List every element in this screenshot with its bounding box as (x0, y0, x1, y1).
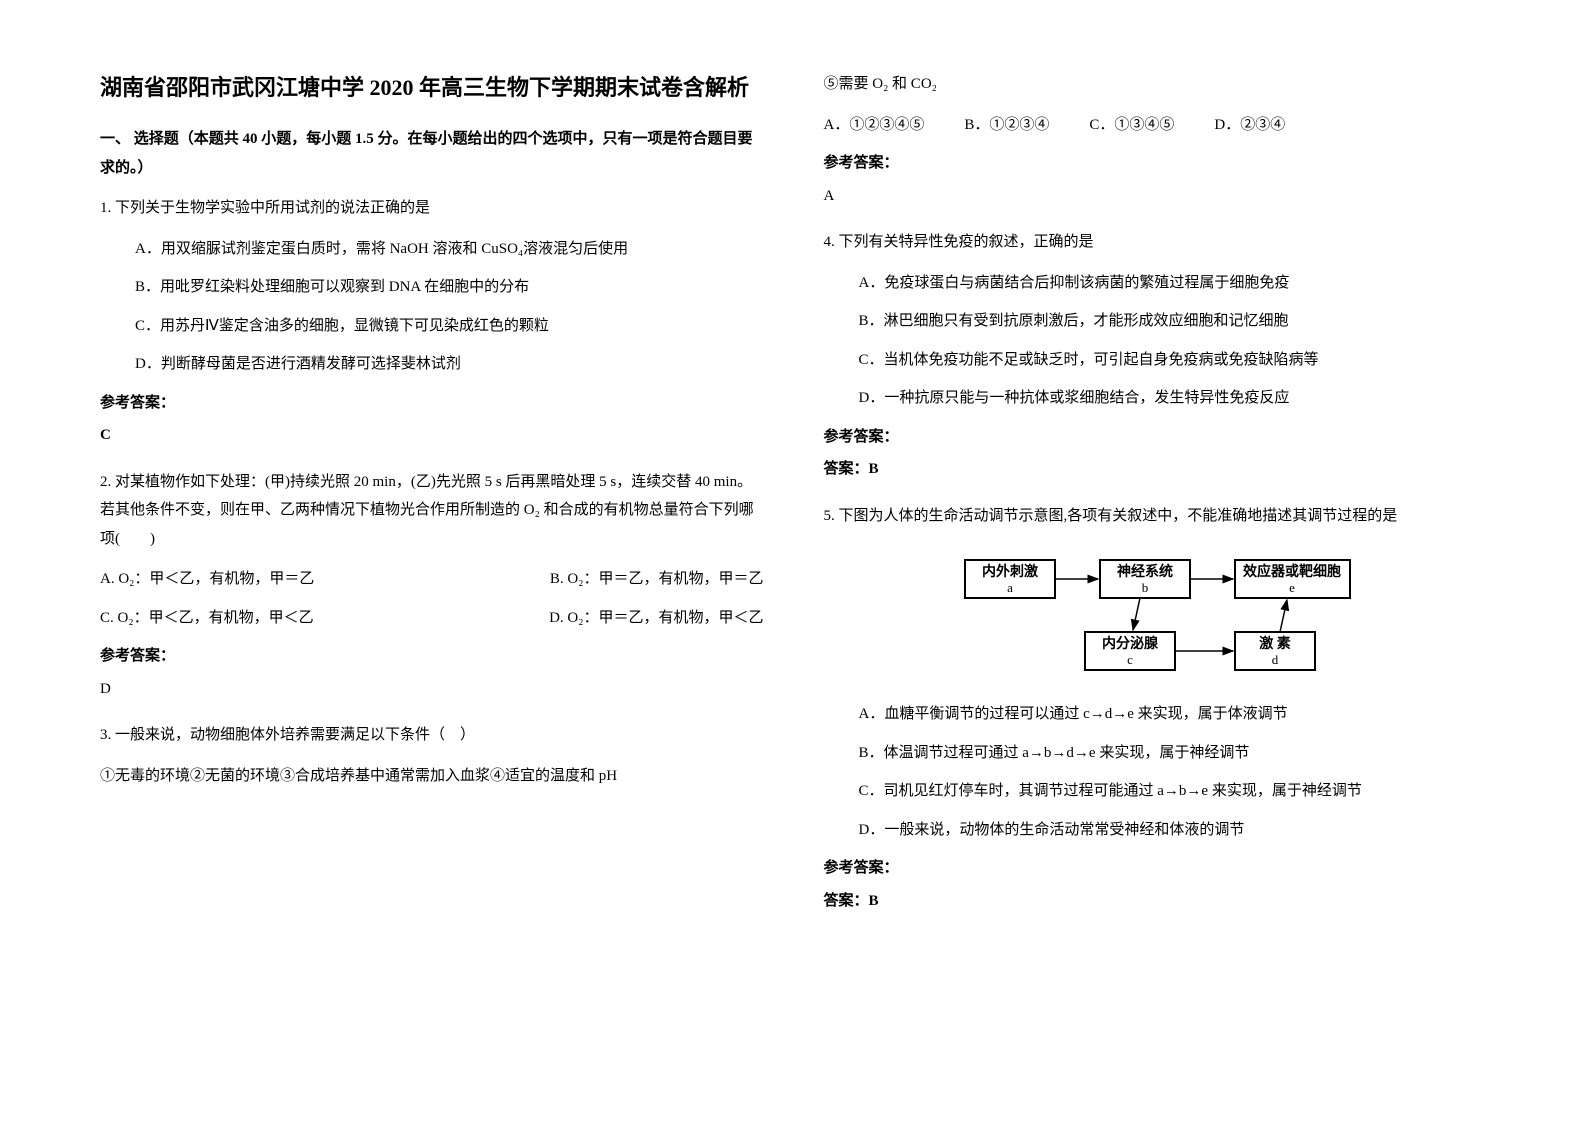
q3-option-d: D．②③④ (1214, 111, 1285, 140)
q5-option-b: B．体温调节过程可通过 a→b→d→e 来实现，属于神经调节 (859, 739, 1488, 768)
q4-option-d: D．一种抗原只能与一种抗体或浆细胞结合，发生特异性免疫反应 (859, 384, 1488, 413)
q2-stem: 2. 对某植物作如下处理：(甲)持续光照 20 min，(乙)先光照 5 s 后… (100, 468, 764, 554)
box-b-label: b (1142, 580, 1149, 595)
question-2: 2. 对某植物作如下处理：(甲)持续光照 20 min，(乙)先光照 5 s 后… (100, 468, 764, 704)
q5-stem: 5. 下图为人体的生命活动调节示意图,各项有关叙述中，不能准确地描述其调节过程的… (824, 502, 1488, 531)
question-1: 1. 下列关于生物学实验中所用试剂的说法正确的是 A．用双缩脲试剂鉴定蛋白质时，… (100, 194, 764, 450)
q5-option-c: C．司机见红灯停车时，其调节过程可能通过 a→b→e 来实现，属于神经调节 (859, 777, 1488, 806)
q3-answer-value: A (824, 182, 1488, 211)
q3-conditions: ①无毒的环境②无菌的环境③合成培养基中通常需加入血浆④适宜的温度和 pH (100, 762, 764, 791)
q3-condition5: ⑤需要 O₂ 和 CO₂ (824, 70, 1488, 99)
q4-option-a: A．免疫球蛋白与病菌结合后抑制该病菌的繁殖过程属于细胞免疫 (859, 269, 1488, 298)
q1-option-c: C．用苏丹Ⅳ鉴定含油多的细胞，显微镜下可见染成红色的颗粒 (135, 312, 764, 341)
q1-stem: 1. 下列关于生物学实验中所用试剂的说法正确的是 (100, 194, 764, 223)
q3-answer-label: 参考答案： (824, 149, 1488, 178)
box-c-text: 内分泌腺 (1102, 635, 1159, 652)
q3-option-c: C．①③④⑤ (1089, 111, 1174, 140)
box-c-label: c (1127, 652, 1133, 667)
q3-option-a: A．①②③④⑤ (824, 111, 925, 140)
box-e-label: e (1289, 580, 1295, 595)
q2-options-row-2: C. O₂：甲＜乙，有机物，甲＜乙 D. O₂：甲＝乙，有机物，甲＜乙 (100, 604, 764, 633)
question-3-part1: 3. 一般来说，动物细胞体外培养需要满足以下条件（ ） ①无毒的环境②无菌的环境… (100, 721, 764, 790)
q4-option-b: B．淋巴细胞只有受到抗原刺激后，才能形成效应细胞和记忆细胞 (859, 307, 1488, 336)
box-e-text: 效应器或靶细胞 (1243, 563, 1341, 580)
q3-stem: 3. 一般来说，动物细胞体外培养需要满足以下条件（ ） (100, 721, 764, 750)
q1-option-d: D．判断酵母菌是否进行酒精发酵可选择斐林试剂 (135, 350, 764, 379)
q2-option-b: B. O₂：甲＝乙，有机物，甲＝乙 (550, 565, 764, 594)
q2-option-a: A. O₂：甲＜乙，有机物，甲＝乙 (100, 565, 314, 594)
document-title: 湖南省邵阳市武冈江塘中学 2020 年高三生物下学期期末试卷含解析 (100, 70, 764, 105)
q5-option-a: A．血糖平衡调节的过程可以通过 c→d→e 来实现，属于体液调节 (859, 700, 1488, 729)
arrow-b-c (1133, 598, 1140, 630)
q1-option-b: B．用吡罗红染料处理细胞可以观察到 DNA 在细胞中的分布 (135, 273, 764, 302)
q1-option-a: A．用双缩脲试剂鉴定蛋白质时，需将 NaOH 溶液和 CuSO₄溶液混匀后使用 (135, 235, 764, 264)
q4-answer-label: 参考答案： (824, 423, 1488, 452)
q1-answer-label: 参考答案： (100, 389, 764, 418)
page-container: 湖南省邵阳市武冈江塘中学 2020 年高三生物下学期期末试卷含解析 一、 选择题… (100, 70, 1487, 933)
box-d-text: 激 素 (1260, 635, 1292, 652)
question-5: 5. 下图为人体的生命活动调节示意图,各项有关叙述中，不能准确地描述其调节过程的… (824, 502, 1488, 916)
q3-options-row: A．①②③④⑤ B．①②③④ C．①③④⑤ D．②③④ (824, 111, 1488, 140)
q2-options-row-1: A. O₂：甲＜乙，有机物，甲＝乙 B. O₂：甲＝乙，有机物，甲＝乙 (100, 565, 764, 594)
q5-diagram: 内外刺激 a 神经系统 b 效应器或靶细胞 e 内分泌腺 c 激 素 d (955, 550, 1355, 680)
q2-answer-value: D (100, 675, 764, 704)
q4-option-c: C．当机体免疫功能不足或缺乏时，可引起自身免疫病或免疫缺陷病等 (859, 346, 1488, 375)
left-column: 湖南省邵阳市武冈江塘中学 2020 年高三生物下学期期末试卷含解析 一、 选择题… (100, 70, 764, 933)
q4-answer-value: 答案：B (824, 455, 1488, 484)
section-header: 一、 选择题（本题共 40 小题，每小题 1.5 分。在每小题给出的四个选项中，… (100, 125, 764, 182)
q5-option-d: D．一般来说，动物体的生命活动常常受神经和体液的调节 (859, 816, 1488, 845)
question-3-part2: ⑤需要 O₂ 和 CO₂ A．①②③④⑤ B．①②③④ C．①③④⑤ D．②③④… (824, 70, 1488, 210)
box-d-label: d (1272, 652, 1279, 667)
q4-stem: 4. 下列有关特异性免疫的叙述，正确的是 (824, 228, 1488, 257)
arrow-d-e (1280, 600, 1287, 632)
q1-answer-value: C (100, 421, 764, 450)
q2-option-d: D. O₂：甲＝乙，有机物，甲＜乙 (549, 604, 763, 633)
q5-answer-label: 参考答案： (824, 854, 1488, 883)
flowchart-svg: 内外刺激 a 神经系统 b 效应器或靶细胞 e 内分泌腺 c 激 素 d (955, 550, 1355, 680)
box-a-text: 内外刺激 (982, 563, 1038, 580)
q3-option-b: B．①②③④ (964, 111, 1049, 140)
right-column: ⑤需要 O₂ 和 CO₂ A．①②③④⑤ B．①②③④ C．①③④⑤ D．②③④… (824, 70, 1488, 933)
box-a-label: a (1007, 580, 1013, 595)
q2-option-c: C. O₂：甲＜乙，有机物，甲＜乙 (100, 604, 314, 633)
box-b-text: 神经系统 (1117, 563, 1173, 580)
q2-answer-label: 参考答案： (100, 642, 764, 671)
q5-answer-value: 答案：B (824, 887, 1488, 916)
question-4: 4. 下列有关特异性免疫的叙述，正确的是 A．免疫球蛋白与病菌结合后抑制该病菌的… (824, 228, 1488, 484)
